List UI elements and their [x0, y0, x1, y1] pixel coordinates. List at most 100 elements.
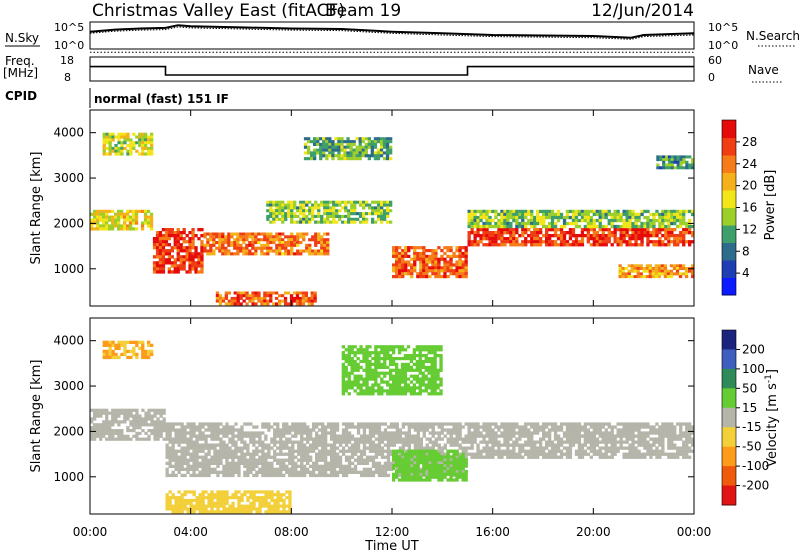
- velocity-cells-cell: [288, 468, 291, 471]
- power-cells-cell: [440, 255, 443, 258]
- power-cells-cell: [150, 227, 153, 230]
- velocity-cells-cell: [210, 462, 213, 465]
- power-cells-cell: [488, 225, 491, 228]
- velocity-cells-cell: [219, 428, 222, 431]
- power-cells-cell: [112, 150, 115, 153]
- power-cells-cell: [353, 143, 356, 146]
- velocity-cells-cell: [468, 438, 471, 441]
- power-cells-cell: [536, 231, 539, 234]
- power-cells-cell: [371, 146, 374, 149]
- velocity-cells-cell: [99, 415, 102, 418]
- velocity-cells-cell: [596, 453, 599, 456]
- power-cells-cell: [159, 252, 162, 255]
- power-cells-cell: [313, 140, 316, 143]
- velocity-cells-cell: [114, 417, 117, 420]
- velocity-cells-cell: [351, 425, 354, 428]
- velocity-cells-cell: [234, 428, 237, 431]
- velocity-cells-cell: [348, 351, 351, 354]
- velocity-cells-cell: [261, 453, 264, 456]
- velocity-cells-cell: [414, 438, 417, 441]
- velocity-cells-cell: [566, 425, 569, 428]
- velocity-cells-cell: [93, 423, 96, 426]
- power-cells-cell: [317, 209, 320, 212]
- velocity-cells-cell: [488, 422, 491, 425]
- power-cells-cell: [542, 222, 545, 225]
- power-cells-cell: [171, 228, 174, 231]
- velocity-cells-cell: [339, 468, 342, 471]
- power-cells-cell: [468, 213, 471, 216]
- velocity-cells-cell: [584, 450, 587, 453]
- power-cells-cell: [245, 294, 248, 297]
- power-cells-cell: [428, 261, 431, 264]
- velocity-cells-cell: [643, 441, 646, 444]
- power-cells-cell: [356, 151, 359, 154]
- power-cells-cell: [123, 222, 126, 225]
- velocity-cells-cell: [342, 428, 345, 431]
- power-cells-cell: [335, 204, 338, 207]
- power-cells-cell: [331, 143, 334, 146]
- power-cells-cell: [114, 219, 117, 222]
- velocity-cells-cell: [282, 453, 285, 456]
- power-cells-cell: [392, 269, 395, 272]
- velocity-cells-cell: [231, 444, 234, 447]
- velocity-cells-cell: [572, 428, 575, 431]
- power-cells-cell: [257, 300, 260, 303]
- velocity-cells-cell: [354, 450, 357, 453]
- velocity-cells-cell: [658, 453, 661, 456]
- velocity-cells-cell: [123, 438, 126, 441]
- velocity-cells-cell: [273, 450, 276, 453]
- velocity-cells-cell: [333, 422, 336, 425]
- velocity-cells-cell: [500, 435, 503, 438]
- power-cells-cell: [135, 213, 138, 216]
- velocity-cells-cell: [345, 444, 348, 447]
- power-cells-cell: [545, 243, 548, 246]
- power-cells-cell: [656, 164, 659, 167]
- power-cells-cell: [159, 240, 162, 243]
- velocity-cells-cell: [372, 444, 375, 447]
- power-cells-cell: [290, 204, 293, 207]
- power-cells-cell: [269, 204, 272, 207]
- power-cells-cell: [614, 228, 617, 231]
- power-cells-cell: [266, 209, 269, 212]
- power-cells-cell: [269, 300, 272, 303]
- power-cells-cell: [488, 237, 491, 240]
- power-cells-cell: [188, 237, 191, 240]
- power-cells-cell: [652, 272, 655, 275]
- velocity-cells-cell: [539, 450, 542, 453]
- power-cells-cell: [331, 149, 334, 152]
- power-cells-cell: [688, 243, 691, 246]
- velocity-cells-cell: [150, 417, 153, 420]
- power-cells-cell: [468, 237, 471, 240]
- velocity-cells-cell: [664, 431, 667, 434]
- velocity-cells-cell: [261, 465, 264, 468]
- velocity-cells-cell: [321, 438, 324, 441]
- power-cells-cell: [251, 300, 254, 303]
- power-cells-cell: [533, 234, 536, 237]
- velocity-cells-cell: [348, 425, 351, 428]
- power-cells-cell: [458, 249, 461, 252]
- power-cells-cell: [162, 258, 165, 261]
- power-cells-cell: [126, 219, 129, 222]
- power-cells-cell: [346, 137, 349, 140]
- velocity-cells-cell: [551, 450, 554, 453]
- velocity-cells-cell: [321, 468, 324, 471]
- power-cells-cell: [596, 234, 599, 237]
- power-cells-cell: [156, 240, 159, 243]
- power-cells-cell: [655, 240, 658, 243]
- power-cells-cell: [275, 204, 278, 207]
- power-cells-cell: [664, 225, 667, 228]
- power-cells-cell: [563, 243, 566, 246]
- velocity-cells-cell: [608, 438, 611, 441]
- velocity-cells-cell: [345, 366, 348, 369]
- velocity-cells-cell: [476, 425, 479, 428]
- power-cells-cell: [389, 140, 392, 143]
- power-cells-cell: [521, 231, 524, 234]
- power-cells-cell: [668, 164, 671, 167]
- velocity-cells-cell: [471, 438, 474, 441]
- power-cells-cell: [272, 209, 275, 212]
- power-cells-cell: [117, 147, 120, 150]
- velocity-cells-cell: [664, 425, 667, 428]
- power-cells-cell: [150, 153, 153, 156]
- power-cells-cell: [431, 272, 434, 275]
- power-cells-cell: [368, 140, 371, 143]
